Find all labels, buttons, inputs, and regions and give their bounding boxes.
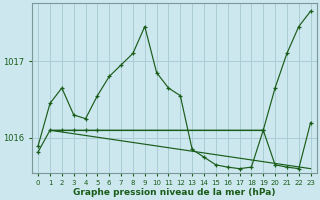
X-axis label: Graphe pression niveau de la mer (hPa): Graphe pression niveau de la mer (hPa): [73, 188, 276, 197]
